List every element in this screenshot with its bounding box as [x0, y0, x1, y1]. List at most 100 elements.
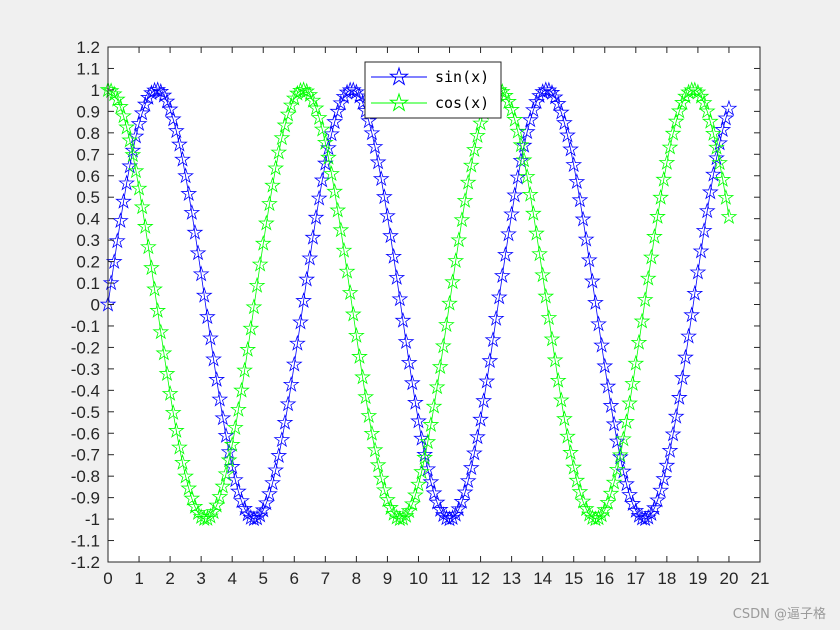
data-point-sin: [102, 274, 120, 291]
data-point-cos: [226, 419, 244, 435]
data-point-cos: [574, 492, 592, 509]
data-point-sin: [422, 473, 440, 490]
data-point-sin: [295, 292, 312, 309]
data-point-cos: [267, 159, 285, 176]
y-tick-label: 0.6: [76, 167, 100, 186]
data-point-sin: [372, 170, 390, 187]
data-point-cos: [670, 102, 688, 119]
x-tick-label: 5: [259, 569, 268, 588]
data-point-sin: [382, 227, 399, 244]
data-point-cos: [568, 471, 586, 488]
data-point-sin: [363, 124, 381, 141]
data-point-sin: [593, 336, 611, 353]
data-point-sin: [397, 333, 415, 350]
data-point-cos: [369, 456, 387, 473]
data-point-sin: [636, 510, 654, 527]
data-point-sin: [658, 456, 676, 473]
data-point-cos: [233, 381, 250, 398]
data-point-cos: [372, 469, 390, 486]
data-point-cos: [422, 416, 440, 432]
x-tick-label: 19: [688, 569, 707, 588]
data-point-cos: [180, 479, 198, 496]
data-point-cos: [559, 427, 576, 444]
data-point-cos: [174, 453, 191, 470]
x-tick-label: 6: [290, 569, 299, 588]
data-point-sin: [686, 284, 704, 301]
data-point-cos: [599, 494, 617, 510]
data-point-sin: [692, 242, 710, 259]
data-point-sin: [326, 113, 344, 130]
data-point-sin: [360, 112, 378, 129]
data-point-sin: [285, 355, 303, 372]
data-point-sin: [456, 483, 474, 500]
data-point-sin: [649, 491, 666, 508]
data-point-cos: [720, 208, 738, 225]
data-point-sin: [391, 290, 409, 307]
data-point-cos: [130, 179, 148, 196]
data-point-sin: [316, 154, 334, 171]
data-point-cos: [531, 245, 548, 262]
data-point-cos: [186, 497, 204, 514]
data-point-sin: [596, 357, 614, 374]
data-point-sin: [484, 331, 502, 348]
data-point-sin: [599, 377, 617, 394]
data-point-sin: [667, 407, 685, 424]
data-point-cos: [556, 410, 573, 427]
data-point-cos: [304, 91, 322, 108]
data-point-cos: [667, 112, 685, 129]
data-point-sin: [618, 475, 635, 492]
data-point-sin: [105, 253, 123, 269]
data-point-cos: [276, 116, 294, 133]
data-point-cos: [177, 467, 194, 484]
y-tick-label: 0: [91, 296, 100, 315]
data-point-sin: [608, 432, 626, 449]
data-point-sin: [515, 136, 533, 153]
data-point-cos: [438, 316, 455, 333]
data-point-cos: [407, 486, 424, 503]
data-point-sin: [400, 354, 418, 370]
data-point-sin: [695, 222, 713, 238]
legend-box: [364, 61, 502, 119]
data-point-cos: [500, 92, 517, 109]
data-point-cos: [549, 371, 567, 388]
watermark: CSDN @逼子格: [733, 606, 826, 622]
data-point-sin: [192, 265, 210, 282]
data-point-sin: [112, 212, 129, 229]
data-point-sin: [189, 244, 207, 261]
data-point-cos: [397, 507, 415, 523]
data-point-cos: [127, 162, 145, 179]
y-tick-label: 0.7: [76, 145, 100, 164]
data-point-cos: [462, 156, 480, 173]
data-point-sin: [664, 425, 682, 442]
data-point-cos: [717, 189, 735, 205]
y-tick-label: -0.9: [71, 489, 100, 508]
data-point-cos: [239, 340, 257, 357]
data-point-sin: [441, 510, 458, 527]
x-tick-label: 20: [719, 569, 738, 588]
data-point-sin: [130, 115, 148, 132]
x-tick-label: 9: [383, 569, 392, 588]
data-point-sin: [167, 122, 185, 139]
data-point-cos: [341, 284, 359, 301]
data-point-cos: [164, 404, 182, 420]
x-tick-label: 4: [227, 569, 236, 588]
data-point-cos: [646, 227, 663, 244]
data-point-cos: [273, 129, 291, 146]
data-point-cos: [450, 231, 468, 248]
data-point-cos: [552, 391, 570, 408]
data-point-sin: [574, 210, 592, 227]
data-point-cos: [611, 446, 629, 463]
legend: sin(x) cos(x): [364, 61, 502, 119]
data-point-sin: [469, 428, 486, 445]
data-point-sin: [472, 410, 489, 427]
data-point-sin: [670, 388, 688, 405]
data-point-sin: [257, 494, 275, 511]
data-point-sin: [720, 99, 738, 116]
data-point-cos: [133, 198, 151, 215]
data-point-sin: [155, 86, 173, 103]
data-point-sin: [450, 500, 468, 517]
x-tick-label: 1: [134, 569, 143, 588]
data-point-cos: [211, 488, 229, 505]
y-tick-label: 0.4: [76, 210, 100, 229]
data-point-sin: [562, 140, 579, 157]
